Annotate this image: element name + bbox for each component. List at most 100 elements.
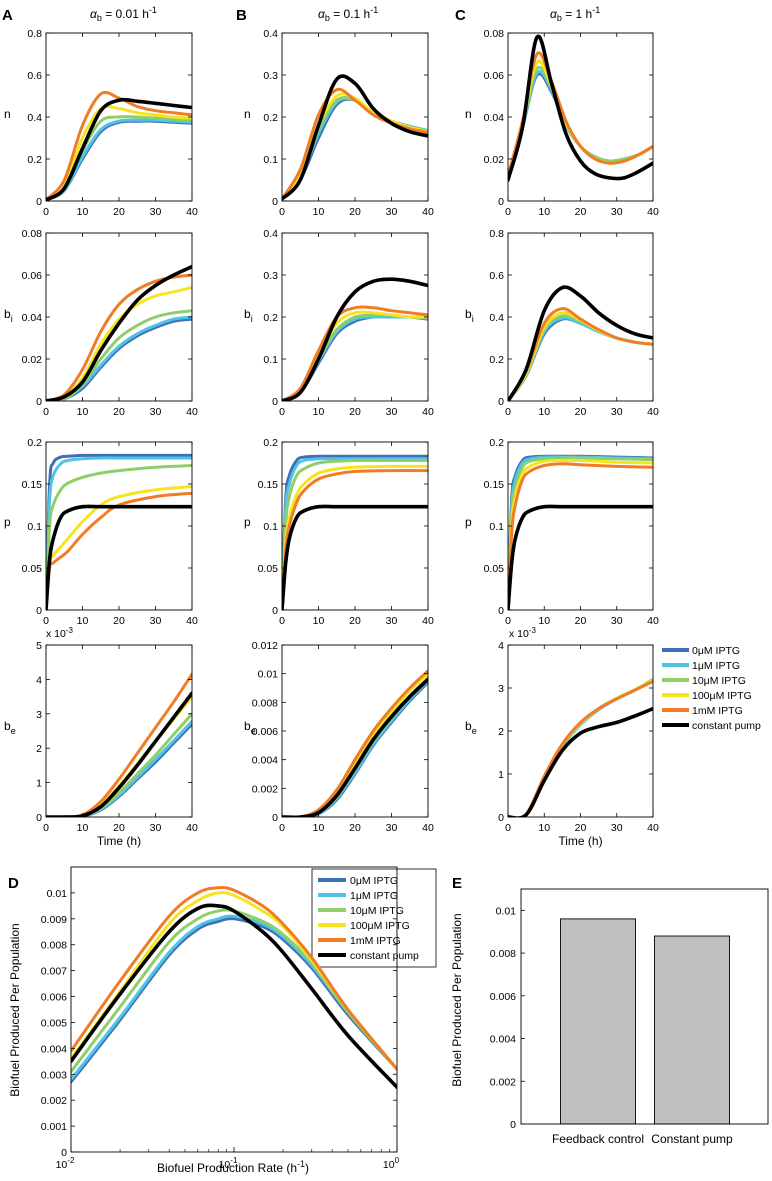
A-be-ytick-label: 1 xyxy=(36,778,42,790)
legend-d-label-4: 1mM IPTG xyxy=(350,935,401,947)
B-be-xtick-label: 0 xyxy=(279,822,285,834)
A-bi-ytick-label: 0.02 xyxy=(22,354,43,366)
B-bi-ytick-label: 0.4 xyxy=(263,228,278,240)
A-p-ytick-label: 0 xyxy=(36,605,42,617)
A-bi-xtick-label: 30 xyxy=(150,406,162,418)
A-be-ytick-label: 0 xyxy=(36,812,42,824)
C-be-xtick-label: 40 xyxy=(647,822,659,834)
C-p-xtick-label: 40 xyxy=(647,615,659,627)
A-be-xlabel: Time (h) xyxy=(97,834,141,848)
B-p-ytick-label: 0.2 xyxy=(263,437,278,449)
C-bi-xtick-label: 10 xyxy=(538,406,550,418)
A-bi-ytick-label: 0.04 xyxy=(22,312,43,324)
C-bi-ytick-label: 0.6 xyxy=(489,270,504,282)
A-n-xtick-label: 30 xyxy=(150,206,162,218)
legend-main: 0μM IPTG 1μM IPTG 10μM IPTG 100μM IPTG 1… xyxy=(662,645,761,732)
legend-label-1: 1μM IPTG xyxy=(692,660,740,672)
panel-letter-b: B xyxy=(236,7,247,24)
C-n-ytick-label: 0.08 xyxy=(484,28,505,40)
C-n-xtick-label: 20 xyxy=(575,206,587,218)
C-n-ytick-label: 0.04 xyxy=(484,112,505,124)
A-n-ytick-label: 0.4 xyxy=(27,112,42,124)
D-xtick-label: 10-2 xyxy=(56,1156,75,1171)
C-bi-axes xyxy=(507,232,654,402)
A-n-series-1 xyxy=(46,118,192,201)
y-exponent-a-be: x 10-3 xyxy=(46,626,74,640)
C-n-xtick-label: 40 xyxy=(647,206,659,218)
B-bi-series-group xyxy=(282,277,428,401)
C-bi-series-5 xyxy=(508,285,653,401)
D-ytick-label: 0.002 xyxy=(41,1095,67,1107)
row-label-be-a: be xyxy=(4,719,16,736)
B-bi-ytick-label: 0 xyxy=(272,396,278,408)
A-bi-xtick-label: 10 xyxy=(77,406,89,418)
A-bi-ytick-label: 0.08 xyxy=(22,228,43,240)
B-n-ytick-label: 0 xyxy=(272,196,278,208)
C-p-series-group xyxy=(508,454,653,610)
panel-letter-e: E xyxy=(452,875,462,892)
A-be-xtick-label: 10 xyxy=(77,822,89,834)
B-be-ytick-label: 0 xyxy=(272,812,278,824)
B-p-xtick-label: 40 xyxy=(422,615,434,627)
A-p-xtick-label: 30 xyxy=(150,615,162,627)
C-be-series-4 xyxy=(508,680,653,817)
chart-B-be: 0 0.002 0.004 0.006 0.008 0.01 0.012 0 10 20 30 40 xyxy=(252,640,434,834)
A-n-ytick-label: 0.6 xyxy=(27,70,42,82)
A-p-series-1 xyxy=(46,456,192,610)
chart-E: 0 0.002 0.004 0.006 0.008 0.01 Feedback contro… xyxy=(490,888,769,1146)
C-n-ytick-label: 0.06 xyxy=(484,70,505,82)
B-be-ytick-label: 0.012 xyxy=(252,640,278,652)
row-label-be-c: be xyxy=(465,719,477,736)
row-label-p-a: p xyxy=(4,515,11,529)
A-p-ytick-label: 0.1 xyxy=(27,521,42,533)
A-bi-ytick-label: 0 xyxy=(36,396,42,408)
A-bi-xtick-label: 20 xyxy=(113,406,125,418)
B-bi-xtick-label: 10 xyxy=(313,406,325,418)
A-p-xtick-label: 0 xyxy=(43,615,49,627)
B-n-series-4 xyxy=(282,87,428,201)
D-series-group xyxy=(71,886,397,1089)
D-ytick-label: 0 xyxy=(61,1147,67,1159)
C-p-series-5 xyxy=(508,504,653,610)
C-p-series-3 xyxy=(508,458,653,610)
C-p-ytick-label: 0.1 xyxy=(489,521,504,533)
B-p-series-0 xyxy=(282,454,428,610)
E-ytick-label: 0.004 xyxy=(490,1034,516,1046)
legend-d-label-3: 100μM IPTG xyxy=(350,920,410,932)
e-ylabel: Biofuel Produced Per Population xyxy=(450,913,464,1086)
B-be-series-5 xyxy=(282,677,428,817)
A-n-xtick-label: 0 xyxy=(43,206,49,218)
B-p-ytick-label: 0.05 xyxy=(258,563,279,575)
C-bi-series-group xyxy=(508,285,653,401)
B-p-xtick-label: 30 xyxy=(386,615,398,627)
A-p-series-0 xyxy=(46,453,192,610)
A-be-series-1 xyxy=(46,719,192,817)
E-ytick-label: 0.008 xyxy=(490,948,516,960)
C-bi-xtick-label: 0 xyxy=(505,406,511,418)
D-ytick-label: 0.007 xyxy=(41,966,67,978)
E-axes xyxy=(520,888,769,1125)
A-be-series-2 xyxy=(46,712,192,817)
A-p-xtick-label: 10 xyxy=(77,615,89,627)
C-be-xlabel: Time (h) xyxy=(558,834,602,848)
C-bi-ytick-label: 0 xyxy=(498,396,504,408)
C-p-ytick-label: 0 xyxy=(498,605,504,617)
B-be-series-group xyxy=(282,669,428,817)
C-be-series-1 xyxy=(508,677,653,817)
C-n-xtick-label: 10 xyxy=(538,206,550,218)
A-p-xtick-label: 40 xyxy=(186,615,198,627)
B-n-series-3 xyxy=(282,92,428,201)
C-be-series-3 xyxy=(508,678,653,817)
A-n-series-0 xyxy=(46,119,192,201)
legend-label-5: constant pump xyxy=(692,720,761,732)
E-bar-0 xyxy=(560,918,636,1125)
B-p-ytick-label: 0 xyxy=(272,605,278,617)
B-p-ytick-label: 0.15 xyxy=(258,479,279,491)
E-category-label-1: Constant pump xyxy=(651,1132,733,1146)
D-xtick-label: 10-1 xyxy=(219,1156,238,1171)
legend-d-label-0: 0μM IPTG xyxy=(350,875,398,887)
chart-A-be: 0 1 2 3 4 5 0 10 20 30 40 Time (h) xyxy=(36,640,198,848)
D-ytick-label: 0.01 xyxy=(47,888,68,900)
legend-label-2: 10μM IPTG xyxy=(692,675,746,687)
A-p-series-2 xyxy=(46,464,192,610)
